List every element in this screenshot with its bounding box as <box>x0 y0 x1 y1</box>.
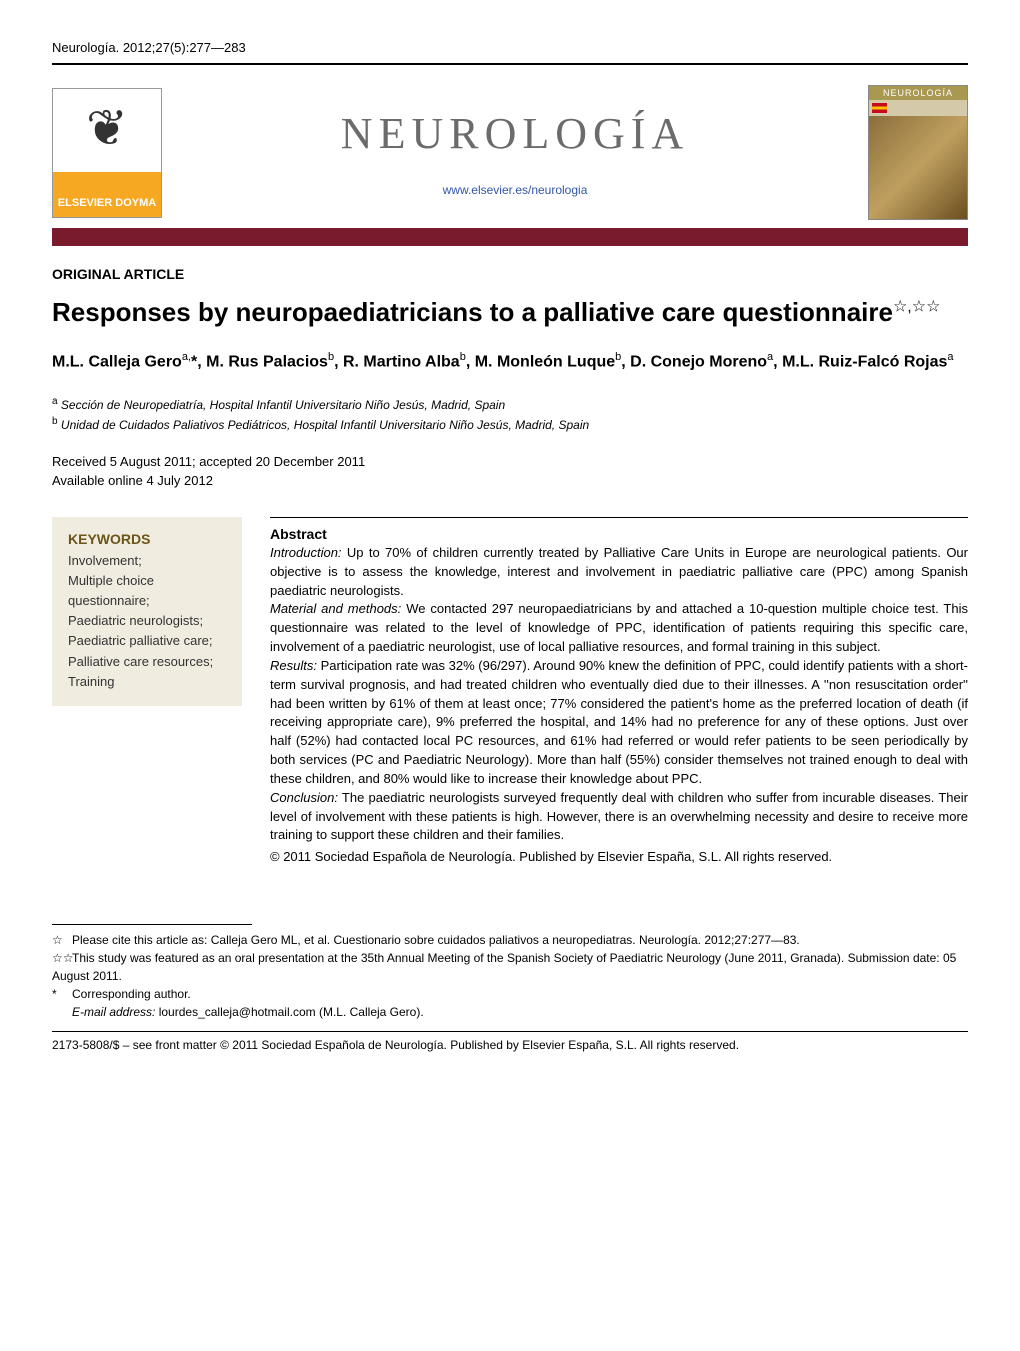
title-footnote-marks: ☆,☆☆ <box>893 298 940 315</box>
available-date: Available online 4 July 2012 <box>52 471 968 491</box>
results-label: Results: <box>270 658 317 673</box>
journal-cover-thumbnail: NEUROLOGÍA <box>868 85 968 220</box>
email-label: E-mail address: <box>72 1005 155 1019</box>
publisher-logo-text: ELSEVIER DOYMA <box>58 191 156 216</box>
affiliations: a Sección de Neuropediatría, Hospital In… <box>52 394 968 434</box>
abstract-container: KEYWORDS Involvement;Multiple choice que… <box>52 517 968 865</box>
corresponding-author: *Corresponding author. <box>52 985 968 1003</box>
journal-url[interactable]: www.elsevier.es/neurologia <box>162 183 868 197</box>
corr-mark: * <box>52 985 72 1003</box>
journal-block: NEUROLOGÍA www.elsevier.es/neurologia <box>162 108 868 197</box>
abstract-heading: Abstract <box>270 526 968 542</box>
authors: M.L. Calleja Geroa,*, M. Rus Palaciosb, … <box>52 349 968 374</box>
conclusion-text: The paediatric neurologists surveyed fre… <box>270 790 968 843</box>
email-line: E-mail address: lourdes_calleja@hotmail.… <box>52 1003 968 1021</box>
footnote-1: ☆Please cite this article as: Calleja Ge… <box>52 931 968 949</box>
header-citation: Neurología. 2012;27(5):277—283 <box>52 40 968 55</box>
fn1-mark: ☆ <box>52 931 72 949</box>
bottom-rule <box>52 1031 968 1032</box>
affiliation-b: b Unidad de Cuidados Paliativos Pediátri… <box>52 414 968 434</box>
received-date: Received 5 August 2011; accepted 20 Dece… <box>52 452 968 472</box>
abstract-body: Abstract Introduction: Up to 70% of chil… <box>270 517 968 865</box>
article-type: ORIGINAL ARTICLE <box>52 266 968 282</box>
methods-label: Material and methods: <box>270 601 401 616</box>
results-text: Participation rate was 32% (96/297). Aro… <box>270 658 968 786</box>
fn2-text: This study was featured as an oral prese… <box>52 951 956 983</box>
cover-art <box>869 116 967 219</box>
intro-text: Up to 70% of children currently treated … <box>270 545 968 598</box>
keywords-list: Involvement;Multiple choice questionnair… <box>68 551 226 692</box>
maroon-divider-bar <box>52 228 968 246</box>
affil-mark: a <box>52 396 58 407</box>
article-title: Responses by neuropaediatricians to a pa… <box>52 296 968 329</box>
footnotes: ☆Please cite this article as: Calleja Ge… <box>52 931 968 1021</box>
spain-flag-icon <box>872 103 887 113</box>
journal-title: NEUROLOGÍA <box>162 108 868 159</box>
corr-text: Corresponding author. <box>72 987 191 1001</box>
abstract-text: Introduction: Up to 70% of children curr… <box>270 544 968 846</box>
email-author: (M.L. Calleja Gero). <box>316 1005 424 1019</box>
abstract-copyright: © 2011 Sociedad Española de Neurología. … <box>270 849 968 864</box>
affil-text: Sección de Neuropediatría, Hospital Infa… <box>61 398 505 412</box>
article-title-text: Responses by neuropaediatricians to a pa… <box>52 297 893 327</box>
fn2-mark: ☆☆ <box>52 949 72 967</box>
elsevier-tree-icon: ❦ <box>86 99 128 157</box>
affil-mark: b <box>52 416 58 427</box>
affil-text: Unidad de Cuidados Paliativos Pediátrico… <box>61 418 589 432</box>
publisher-logo: ❦ ELSEVIER DOYMA <box>52 88 162 218</box>
keywords-box: KEYWORDS Involvement;Multiple choice que… <box>52 517 242 706</box>
affiliation-a: a Sección de Neuropediatría, Hospital In… <box>52 394 968 414</box>
footnotes-rule <box>52 924 252 925</box>
header-row: ❦ ELSEVIER DOYMA NEUROLOGÍA www.elsevier… <box>52 85 968 220</box>
issn-line: 2173-5808/$ – see front matter © 2011 So… <box>52 1038 968 1052</box>
footnote-2: ☆☆This study was featured as an oral pre… <box>52 949 968 985</box>
header-rule <box>52 63 968 65</box>
fn1-text: Please cite this article as: Calleja Ger… <box>72 933 800 947</box>
intro-label: Introduction: <box>270 545 342 560</box>
keywords-heading: KEYWORDS <box>68 531 226 547</box>
conclusion-label: Conclusion: <box>270 790 338 805</box>
article-dates: Received 5 August 2011; accepted 20 Dece… <box>52 452 968 491</box>
email-link[interactable]: lourdes_calleja@hotmail.com <box>159 1005 316 1019</box>
cover-title: NEUROLOGÍA <box>869 86 967 100</box>
